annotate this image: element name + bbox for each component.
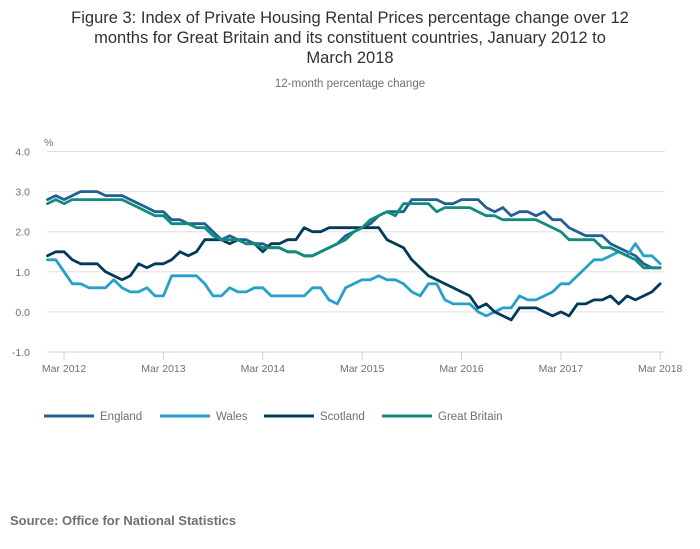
series-line-england — [46, 190, 662, 270]
gridlines — [47, 151, 665, 353]
legend-label: England — [100, 411, 142, 423]
series-line-wales — [46, 242, 662, 318]
chart-subtitle: 12-month percentage change — [274, 78, 426, 90]
x-axis: Mar 2012 Mar 2013 Mar 2014 Mar 2015 Mar 2016… — [42, 352, 683, 375]
x-tick-label: Mar 2016 — [439, 363, 484, 375]
chart-title-line: Figure 3: Index of Private Housing Renta… — [71, 9, 629, 27]
y-tick-label: 0.0 — [15, 307, 30, 319]
series-lines — [46, 190, 662, 322]
legend: England Wales Scotland Great Britain — [44, 411, 503, 423]
chart-title-line: months for Great Britain and its constit… — [94, 29, 606, 47]
y-axis-unit-label: % — [44, 137, 53, 149]
legend-item-great-britain: Great Britain — [382, 411, 503, 423]
y-tick-label: 3.0 — [15, 187, 30, 199]
y-tick-label: 1.0 — [15, 267, 30, 279]
legend-item-scotland: Scotland — [264, 411, 365, 423]
legend-label: Scotland — [320, 411, 365, 423]
legend-item-wales: Wales — [160, 411, 248, 423]
x-tick-label: Mar 2014 — [241, 363, 286, 375]
y-tick-label: 4.0 — [15, 147, 30, 159]
x-tick-label: Mar 2015 — [340, 363, 385, 375]
legend-label: Wales — [216, 411, 248, 423]
x-tick-label: Mar 2017 — [539, 363, 584, 375]
y-axis: 4.0 3.0 2.0 1.0 0.0 -1.0% — [12, 137, 53, 359]
y-tick-label: 2.0 — [15, 227, 30, 239]
source-note: Source: Office for National Statistics — [10, 513, 237, 528]
legend-item-england: England — [44, 411, 142, 423]
chart-title-line: March 2018 — [306, 49, 394, 67]
x-tick-label: Mar 2012 — [42, 363, 87, 375]
x-tick-label: Mar 2013 — [141, 363, 186, 375]
series-line-great-britain — [46, 198, 662, 270]
legend-label: Great Britain — [438, 411, 503, 423]
x-tick-label: Mar 2018 — [638, 363, 683, 375]
chart-title: Figure 3: Index of Private Housing Renta… — [0, 8, 700, 68]
y-tick-label: -1.0 — [12, 347, 30, 359]
series-line-scotland — [46, 226, 662, 322]
